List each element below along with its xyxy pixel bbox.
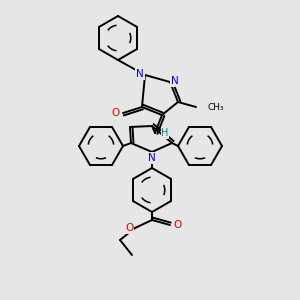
Text: N: N	[136, 69, 144, 79]
Text: O: O	[125, 223, 133, 233]
Text: O: O	[112, 108, 120, 118]
Text: O: O	[173, 220, 181, 230]
Text: N: N	[148, 153, 156, 163]
Text: CH₃: CH₃	[207, 103, 224, 112]
Text: H: H	[161, 128, 169, 138]
Text: N: N	[171, 76, 179, 86]
